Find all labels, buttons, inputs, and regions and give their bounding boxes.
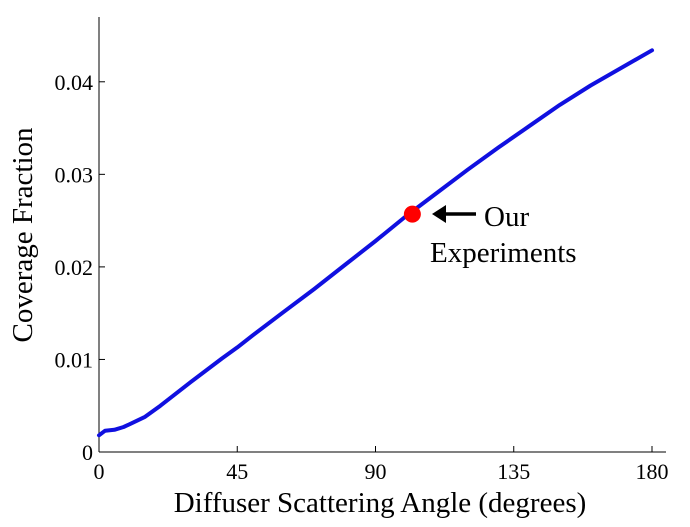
x-tick-label: 45 [226, 459, 248, 484]
x-axis-label: Diffuser Scattering Angle (degrees) [174, 487, 587, 519]
x-tick-label: 0 [94, 459, 105, 484]
y-axis-label: Coverage Fraction [7, 127, 39, 343]
experiment-marker [403, 205, 421, 223]
annotation-line-1: Our [484, 201, 529, 233]
annotation: Our Experiments [430, 201, 577, 269]
marker-layer [403, 205, 421, 223]
x-tick-label: 180 [636, 459, 669, 484]
y-tick-label: 0 [82, 440, 93, 465]
y-tick-label: 0.02 [55, 255, 94, 280]
annotation-line-2: Experiments [430, 237, 577, 269]
arrow-left-icon [432, 205, 476, 223]
y-tick-label: 0.03 [55, 162, 94, 187]
y-tick-label: 0.04 [55, 70, 94, 95]
axes [98, 17, 666, 453]
series-line [97, 48, 654, 438]
x-ticks: 0 45 90 135 180 [94, 446, 669, 484]
x-tick-label: 90 [365, 459, 387, 484]
x-tick-label: 135 [497, 459, 530, 484]
y-tick-label: 0.01 [55, 347, 94, 372]
series-layer [97, 48, 654, 438]
y-ticks: 0 0.01 0.02 0.03 0.04 [55, 70, 105, 465]
